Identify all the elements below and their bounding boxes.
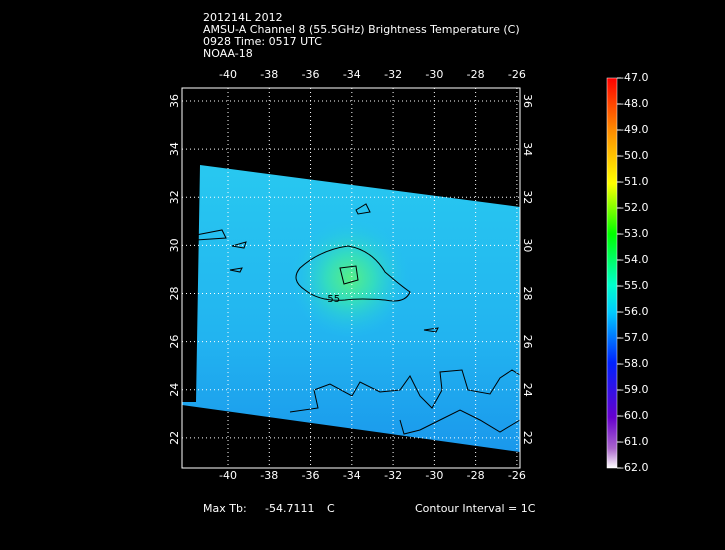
y-tick-label: 28 [521, 287, 534, 301]
x-tick-label: -40 [219, 469, 237, 482]
y-tick-label: 28 [168, 287, 181, 301]
x-tick-label: -38 [260, 469, 278, 482]
x-tick-label: -34 [343, 469, 361, 482]
colorbar-label: -58.0 [620, 357, 648, 370]
contour-interval: Contour Interval = 1C [415, 502, 536, 515]
colorbar-label: -54.0 [620, 253, 648, 266]
contour [229, 267, 243, 273]
colorbar-label: -53.0 [620, 227, 648, 240]
x-tick-label: -40 [219, 68, 237, 81]
colorbar-label: -61.0 [620, 435, 648, 448]
footer: Max Tb: -54.7111 C Contour Interval = 1C [203, 502, 536, 515]
colorbar-label: -52.0 [620, 201, 648, 214]
contour [295, 245, 411, 302]
x-tick-label: -26 [508, 469, 526, 482]
x-tick-label: -32 [384, 68, 402, 81]
x-tick-label: -30 [425, 469, 443, 482]
x-tick-label: -36 [302, 68, 320, 81]
colorbar-label: -50.0 [620, 149, 648, 162]
colorbar-label: -51.0 [620, 175, 648, 188]
contour [355, 203, 371, 215]
map: -55 -40 -40 -38 -38 -36 -36 -34 -34 -32 -32 -30 -30… [168, 68, 534, 482]
colorbar: -47.0 -48.0 -49.0 -50.0 -51.0 -52.0 -53.0 -54.0… [606, 71, 648, 474]
contour [339, 265, 359, 285]
contour-label: -55 [324, 294, 340, 305]
y-tick-label: 24 [521, 383, 534, 397]
colorbar-label: -49.0 [620, 123, 648, 136]
colorbar-scale [606, 77, 618, 469]
contour [423, 327, 439, 333]
x-tick-label: -30 [425, 68, 443, 81]
y-tick-label: 34 [168, 142, 181, 156]
y-tick-label: 24 [168, 383, 181, 397]
x-tick-label: -28 [467, 469, 485, 482]
max-label: Max Tb: [203, 502, 247, 515]
header: 201214L 2012 AMSU-A Channel 8 (55.5GHz) … [203, 11, 520, 60]
header-line: 201214L 2012 [203, 11, 283, 24]
y-tick-label: 26 [521, 335, 534, 349]
header-line: 0928 Time: 0517 UTC [203, 35, 322, 48]
y-tick-label: 22 [521, 431, 534, 445]
x-tick-label: -32 [384, 469, 402, 482]
x-tick-label: -38 [260, 68, 278, 81]
y-tick-label: 30 [521, 238, 534, 252]
y-tick-label: 34 [521, 142, 534, 156]
colorbar-label: -48.0 [620, 97, 648, 110]
y-tick-label: 30 [168, 238, 181, 252]
y-tick-label: 32 [168, 190, 181, 204]
header-line: NOAA-18 [203, 47, 253, 60]
colorbar-label: -47.0 [620, 71, 648, 84]
y-tick-label: 36 [168, 94, 181, 108]
y-tick-label: 26 [168, 335, 181, 349]
x-tick-label: -28 [467, 68, 485, 81]
map-frame [181, 87, 521, 469]
header-line: AMSU-A Channel 8 (55.5GHz) Brightness Te… [203, 23, 520, 36]
colorbar-label: -60.0 [620, 409, 648, 422]
x-tick-label: -36 [302, 469, 320, 482]
colorbar-label: -59.0 [620, 383, 648, 396]
y-tick-label: 32 [521, 190, 534, 204]
max-value: -54.7111 [265, 502, 314, 515]
colorbar-label: -55.0 [620, 279, 648, 292]
contour [231, 241, 247, 249]
x-tick-label: -34 [343, 68, 361, 81]
y-tick-label: 36 [521, 94, 534, 108]
y-tick-label: 22 [168, 431, 181, 445]
x-tick-label: -26 [508, 68, 526, 81]
warm-core [290, 218, 410, 338]
contour [289, 369, 521, 435]
max-unit: C [327, 502, 335, 515]
colorbar-label: -62.0 [620, 461, 648, 474]
contour [195, 229, 227, 241]
colorbar-label: -56.0 [620, 305, 648, 318]
colorbar-label: -57.0 [620, 331, 648, 344]
